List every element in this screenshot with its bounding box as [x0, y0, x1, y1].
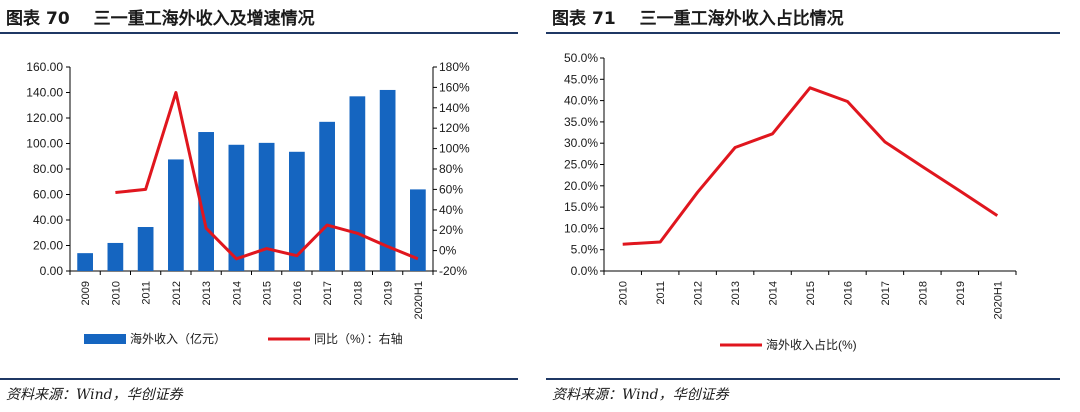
figure-71-bottom-rule	[546, 378, 1060, 380]
share-line	[622, 86, 999, 246]
revenue-bar	[349, 96, 366, 271]
figure-70-panel: 图表 70 三一重工海外收入及增速情况 0.00 20.00 40.00 60.00 80.…	[0, 0, 530, 412]
x-tick-label: 2013	[201, 281, 213, 305]
y-tick-label: 25.0%	[564, 158, 598, 172]
x-tick-label: 2010	[110, 281, 122, 305]
y-tick-label: 30.0%	[564, 136, 598, 150]
overseas-share-chart: 0.0% 5.0% 10.0% 15.0% 20.0% 25.0% 30.0% 35.0% 40…	[564, 51, 1017, 352]
x-tick-label: 2016	[292, 281, 304, 305]
x-tick-label: 2011	[141, 281, 153, 305]
left-y-tick-label: 100.00	[26, 137, 63, 151]
y-tick-label: 5.0%	[571, 243, 599, 257]
figure-71-source: 资料来源：Wind，华创证券	[552, 387, 729, 403]
figure-71-title: 图表 71 三一重工海外收入占比情况	[552, 4, 844, 29]
left-y-tick-label: 140.00	[26, 86, 63, 100]
x-tick-label: 2017	[322, 281, 334, 305]
figure-71-top-rule	[546, 32, 1060, 34]
x-tick-label: 2018	[917, 281, 929, 305]
y-tick-label: 50.0%	[564, 51, 598, 65]
figure-71-caption: 三一重工海外收入占比情况	[639, 9, 844, 29]
left-y-tick-label: 120.00	[26, 111, 63, 125]
y-tick-label: 45.0%	[564, 72, 598, 86]
revenue-bar	[168, 159, 184, 271]
x-tick-label: 2012	[171, 281, 183, 305]
x-tick-label: 2016	[842, 281, 854, 305]
x-tick-label: 2015	[262, 281, 274, 305]
left-y-tick-label: 0.00	[40, 264, 64, 278]
left-y-tick-label: 160.00	[26, 60, 63, 74]
y-tick-label: 20.0%	[564, 179, 598, 193]
left-y-tick-label: 60.00	[33, 188, 63, 202]
figure-70-title: 图表 70 三一重工海外收入及增速情况	[6, 4, 315, 29]
right-y-tick-label: 40%	[439, 203, 463, 217]
right-y-tick-label: 180%	[439, 60, 470, 74]
x-tick-label: 2014	[768, 281, 780, 305]
revenue-bar	[258, 142, 275, 271]
left-y-tick-label: 40.00	[33, 213, 63, 227]
revenue-bar	[107, 242, 124, 271]
figure-70-top-rule	[0, 32, 518, 34]
figure-70-bottom-rule	[0, 378, 518, 380]
x-tick-label: 2009	[80, 281, 92, 305]
growth-line	[115, 91, 419, 261]
x-tick-label: 2018	[352, 281, 364, 305]
legend-line-label: 同比（%）：右轴	[314, 331, 403, 346]
revenue-bar	[137, 227, 154, 271]
revenue-bar	[228, 144, 245, 271]
right-y-tick-label: -20%	[439, 264, 467, 278]
y-tick-label: 10.0%	[564, 221, 598, 235]
x-tick-label: 2019	[383, 281, 395, 305]
y-tick-label: 35.0%	[564, 115, 598, 129]
revenue-bar	[198, 132, 214, 271]
revenue-bar	[410, 189, 426, 271]
figure-70-caption: 三一重工海外收入及增速情况	[93, 9, 315, 29]
x-tick-label: 2020H1	[413, 281, 425, 320]
left-y-tick-label: 80.00	[33, 162, 63, 176]
x-tick-label: 2014	[231, 281, 243, 305]
right-y-tick-label: 160%	[439, 80, 470, 94]
right-y-tick-label: 20%	[439, 223, 463, 237]
left-y-tick-label: 20.00	[33, 239, 63, 253]
legend-line-label: 海外收入占比(%)	[766, 337, 857, 352]
right-y-tick-label: 120%	[439, 121, 470, 135]
right-y-tick-label: 100%	[439, 142, 470, 156]
y-tick-label: 40.0%	[564, 94, 598, 108]
x-tick-label: 2011	[655, 281, 667, 305]
y-tick-label: 15.0%	[564, 200, 598, 214]
right-y-tick-label: 0%	[439, 244, 457, 258]
figure-71-panel: 图表 71 三一重工海外收入占比情况 0.0% 5.0% 10.0% 15.0% 20.0%…	[546, 0, 1080, 412]
overseas-revenue-chart: 0.00 20.00 40.00 60.00 80.00 100.00 120.00 140.…	[26, 60, 470, 346]
right-y-tick-label: 60%	[439, 182, 463, 196]
revenue-bar	[319, 121, 335, 271]
figure-71-number: 71	[592, 9, 616, 29]
figure-70-label: 图表	[6, 9, 40, 29]
figure-70-number: 70	[46, 9, 70, 29]
figure-70-source: 资料来源：Wind，华创证券	[6, 387, 183, 403]
y-tick-label: 0.0%	[571, 264, 599, 278]
revenue-bar	[379, 89, 396, 271]
x-tick-label: 2010	[618, 281, 630, 305]
revenue-bar	[77, 253, 93, 271]
x-tick-label: 2015	[805, 281, 817, 305]
figure-71-label: 图表	[552, 9, 586, 29]
legend-bar-swatch	[84, 334, 126, 344]
x-tick-label: 2012	[693, 281, 705, 305]
right-y-tick-label: 140%	[439, 101, 470, 115]
revenue-bar	[289, 151, 305, 271]
x-tick-label: 2017	[880, 281, 892, 305]
x-tick-label: 2019	[955, 281, 967, 305]
right-y-tick-label: 80%	[439, 162, 463, 176]
x-tick-label: 2013	[730, 281, 742, 305]
legend-bar-label: 海外收入（亿元）	[130, 331, 226, 346]
x-tick-label: 2020H1	[992, 281, 1004, 320]
